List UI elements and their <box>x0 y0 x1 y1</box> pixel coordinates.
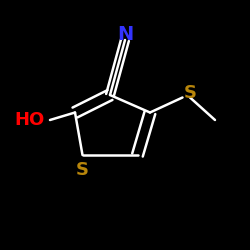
Text: S: S <box>184 84 196 102</box>
Text: HO: HO <box>15 111 45 129</box>
Text: N: N <box>117 26 133 44</box>
Text: S: S <box>76 161 89 179</box>
